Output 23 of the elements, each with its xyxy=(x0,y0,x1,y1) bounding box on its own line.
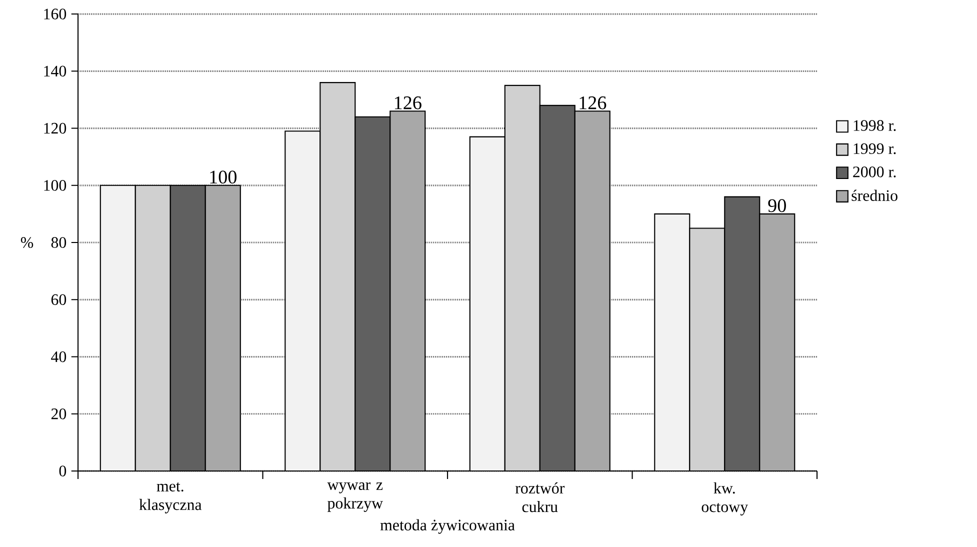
x-tick-label: wywar z pokrzyw xyxy=(327,482,383,512)
data-label: 90 xyxy=(768,199,786,212)
y-tick-label: 0 xyxy=(59,466,66,476)
data-label: 126 xyxy=(394,96,422,110)
y-axis-title: % xyxy=(20,237,34,248)
legend-label: średnio xyxy=(852,190,898,201)
x-axis-title: metoda żywicowania xyxy=(380,519,515,534)
x-tick-label: met. klasyczna xyxy=(139,482,202,514)
y-tick-label: 160 xyxy=(44,8,66,20)
y-tick-label: 80 xyxy=(51,237,66,248)
data-label: 100 xyxy=(210,170,236,184)
x-tick-label: roztwór cukru xyxy=(515,482,565,512)
y-tick-label: 120 xyxy=(44,122,66,134)
data-label: 126 xyxy=(580,96,606,110)
y-tick-label: 140 xyxy=(44,66,66,77)
y-tick-label: 60 xyxy=(51,294,66,306)
y-tick-label: 20 xyxy=(51,408,66,420)
y-tick-label: 100 xyxy=(44,180,66,191)
legend-label: 1999 r. xyxy=(854,143,896,154)
y-tick-label: 40 xyxy=(51,351,66,362)
legend-label: 2000 r. xyxy=(853,166,896,178)
legend-label: 1998 r. xyxy=(854,120,896,131)
x-tick-label: kw. octowy xyxy=(702,482,748,516)
